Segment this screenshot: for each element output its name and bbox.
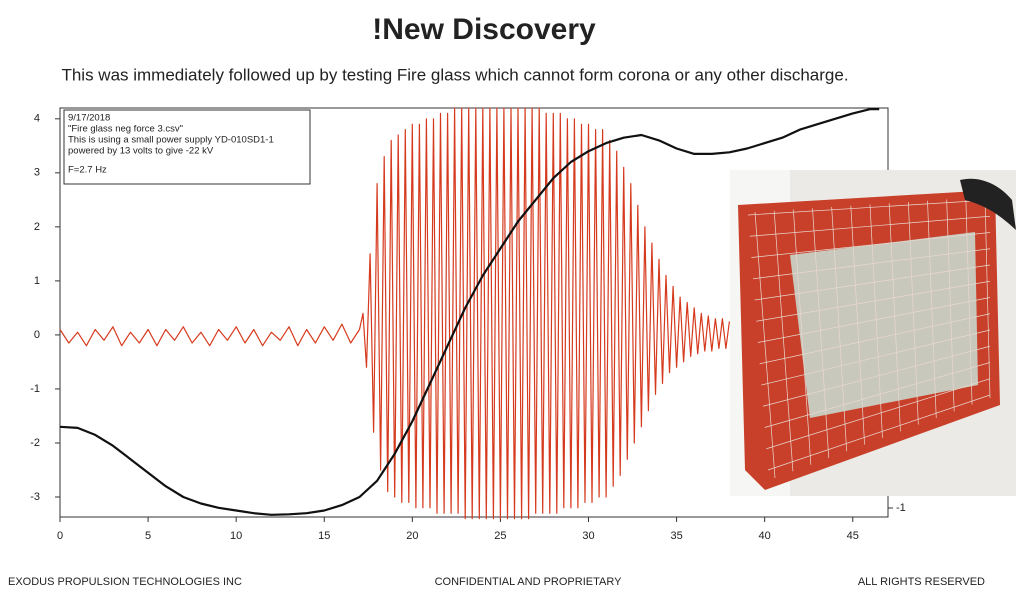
photo-grid-line (759, 313, 991, 365)
y-tick-label: 3 (34, 167, 40, 179)
photo-grid-line (792, 209, 812, 465)
photo-grid-line (747, 199, 991, 216)
photo (730, 170, 1016, 496)
footer-left: EXODUS PROPULSION TECHNOLOGIES INC (8, 576, 242, 588)
photo-grid-line (812, 208, 830, 459)
photo-grid-line (757, 297, 991, 343)
x-tick-label: 40 (759, 530, 771, 542)
x-tick-label: 20 (406, 530, 418, 542)
glass-pane (790, 232, 978, 418)
photo-grid-line (888, 203, 901, 432)
slide-subtitle: This was immediately followed up by test… (61, 65, 848, 84)
x-tick-label: 30 (582, 530, 594, 542)
photo-grid-line (754, 264, 991, 301)
annotation-line: This is using a small power supply YD-01… (68, 135, 274, 146)
photo-grid-line (850, 205, 865, 445)
x-tick-label: 35 (670, 530, 682, 542)
x-tick-label: 25 (494, 530, 506, 542)
annotation-line: F=2.7 Hz (68, 165, 107, 176)
y-tick-label: 0 (34, 329, 40, 341)
photo-grid-line (927, 200, 937, 419)
wire (960, 178, 1016, 230)
y-tick-label: -3 (30, 491, 40, 503)
photo-grid-line (965, 198, 973, 405)
x-tick-label: 5 (145, 530, 151, 542)
x-tick-label: 15 (318, 530, 330, 542)
photo-grid-line (773, 210, 794, 472)
x-tick-label: 0 (57, 530, 63, 542)
annotation-line: 9/17/2018 (68, 113, 110, 124)
photo-grid-line (754, 211, 776, 479)
footer-center: CONFIDENTIAL AND PROPRIETARY (435, 576, 622, 588)
photo-grid-line (984, 196, 991, 399)
photo-grid-line (752, 248, 991, 280)
y-tick-label: 1 (34, 275, 40, 287)
y-tick-label: -1 (30, 383, 40, 395)
photo-grid-line (749, 215, 991, 237)
footer-right: ALL RIGHTS RESERVED (858, 576, 985, 588)
photo-grid-line (869, 204, 883, 439)
series-line (59, 108, 880, 516)
photo-grid-line (766, 378, 991, 450)
photo-grid-line (907, 201, 919, 425)
annotation-line: "Fire glass neg force 3.csv" (68, 124, 183, 135)
x-tick-label: 45 (847, 530, 859, 542)
y-tick-label: 2 (34, 221, 40, 233)
photo-grid (747, 196, 991, 479)
annotation-line: powered by 13 volts to give -22 kV (68, 146, 214, 157)
y2-tick-label: -1 (896, 502, 906, 514)
y-tick-label: 4 (34, 113, 40, 125)
x-tick-label: 10 (230, 530, 242, 542)
photo-grid-line (946, 199, 955, 412)
photo-grid-line (756, 280, 991, 322)
photo-grid-line (767, 394, 991, 471)
annotation-box (63, 109, 311, 185)
y-tick-label: -2 (30, 437, 40, 449)
photo-grid-line (831, 206, 848, 452)
photo-grid-line (764, 362, 991, 428)
slide-title: !New Discovery (372, 13, 596, 46)
photo-grid-line (751, 232, 991, 258)
series-line (59, 107, 730, 520)
